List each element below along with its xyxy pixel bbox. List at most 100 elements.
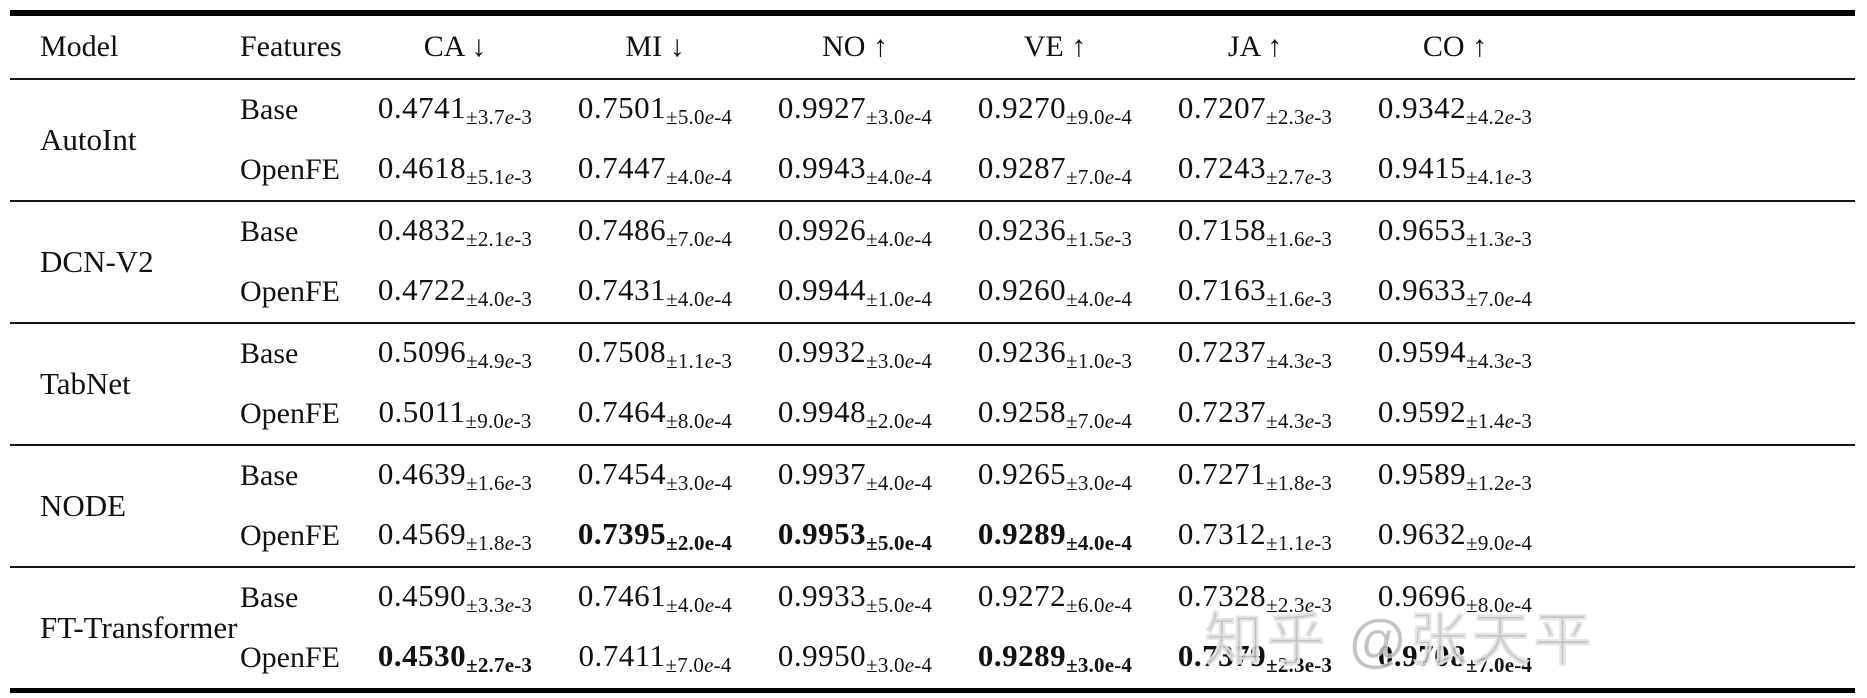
metric-value: 0.9943±4.0e-4	[777, 150, 933, 189]
metric-value: 0.7447±4.0e-4	[577, 150, 733, 189]
metric-value: 0.9258±7.0e-4	[977, 394, 1133, 433]
column-header-ja: JA ↑	[1155, 13, 1355, 80]
column-header-co: CO ↑	[1355, 13, 1555, 80]
metric-value: 0.4832±2.1e-3	[355, 200, 555, 262]
metric-value: 0.7328±2.3e-3	[1155, 566, 1355, 628]
table-row: OpenFE 0.4569±1.8e-3 0.7395±2.0e-4 0.9953±5…	[10, 506, 1855, 567]
paper-results-page: Model Features CA ↓ MI ↓ NO ↑ VE ↑ JA ↑ CO ↑ Au…	[0, 10, 1867, 698]
table-row: OpenFE 0.4530±2.7e-3 0.7411±7.0e-4 0.9950±3…	[10, 628, 1855, 691]
metric-value: 0.7431±4.0e-4	[577, 272, 733, 311]
metric-value: 0.9926±4.0e-4	[755, 200, 955, 262]
metric-value: 0.9953±5.0e-4	[777, 516, 933, 555]
metric-value: 0.9594±4.3e-3	[1355, 322, 1555, 384]
metric-value: 0.9932±3.0e-4	[755, 322, 955, 384]
column-header-mi: MI ↓	[555, 13, 755, 80]
metric-value: 0.9287±7.0e-4	[977, 150, 1133, 189]
metric-value: 0.7486±7.0e-4	[555, 200, 755, 262]
header-row: Model Features CA ↓ MI ↓ NO ↑ VE ↑ JA ↑ CO ↑	[10, 13, 1855, 80]
column-header-ve: VE ↑	[955, 13, 1155, 80]
metric-value: 0.7461±4.0e-4	[555, 566, 755, 628]
metric-value: 0.9633±7.0e-4	[1377, 272, 1533, 311]
row-spacer	[1555, 384, 1855, 445]
table-row: DCN-V2 Base 0.4832±2.1e-3 0.7486±7.0e-4 0.99…	[10, 200, 1855, 323]
metric-value: 0.9589±1.2e-3	[1355, 444, 1555, 506]
metric-value: 0.9948±2.0e-4	[777, 394, 933, 433]
metric-value: 0.7312±1.1e-3	[1177, 516, 1333, 555]
features-label: Base	[240, 93, 299, 126]
metric-value: 0.9937±4.0e-4	[755, 444, 955, 506]
metric-value: 0.9265±3.0e-4	[955, 444, 1155, 506]
metric-value: 0.9632±9.0e-4	[1377, 516, 1533, 555]
metric-value: 0.9933±5.0e-4	[755, 566, 955, 628]
header-spacer	[1555, 13, 1855, 80]
metric-value: 0.7464±8.0e-4	[577, 394, 733, 433]
metric-value: 0.9289±4.0e-4	[977, 516, 1133, 555]
model-name: AutoInt	[40, 122, 137, 157]
metric-value: 0.5096±4.9e-3	[355, 322, 555, 384]
metric-value: 0.9289±3.0e-4	[977, 638, 1133, 677]
column-header-model: Model	[10, 13, 222, 80]
metric-value: 0.9950±3.0e-4	[777, 638, 933, 677]
model-name: DCN-V2	[10, 200, 222, 323]
metric-value: 0.4741±3.7e-3	[377, 90, 533, 129]
metric-value: 0.7271±1.8e-3	[1155, 444, 1355, 506]
metric-value: 0.9272±6.0e-4	[955, 566, 1155, 628]
row-spacer	[1555, 140, 1855, 201]
metric-value: 0.7395±2.0e-4	[577, 516, 733, 555]
metric-value: 0.9944±1.0e-4	[777, 272, 933, 311]
metric-value: 0.4590±3.3e-3	[355, 566, 555, 628]
metric-value: 0.9236±1.0e-3	[955, 322, 1155, 384]
row-spacer	[1555, 200, 1855, 262]
metric-value: 0.4530±2.7e-3	[377, 638, 533, 677]
features-label: OpenFE	[240, 153, 340, 186]
row-spacer	[1555, 322, 1855, 384]
metric-value: 0.9260±4.0e-4	[977, 272, 1133, 311]
row-spacer	[1555, 506, 1855, 567]
model-name: FT-Transformer	[10, 566, 238, 691]
table-row: NODE Base 0.4639±1.6e-3 0.7454±3.0e-4 0.9937…	[10, 444, 1855, 567]
metric-value: 0.7501±5.0e-4	[577, 90, 733, 129]
features-label: OpenFE	[240, 519, 340, 552]
metric-value: 0.7508±1.1e-3	[555, 322, 755, 384]
metric-value: 0.7237±4.3e-3	[1155, 322, 1355, 384]
metric-value: 0.7454±3.0e-4	[555, 444, 755, 506]
metric-value: 0.7411±7.0e-4	[578, 638, 732, 677]
row-spacer	[1555, 444, 1855, 506]
features-label: OpenFE	[240, 641, 340, 674]
metric-value: 0.7163±1.6e-3	[1177, 272, 1333, 311]
row-spacer	[1555, 628, 1855, 691]
metric-value: 0.9708±7.0e-4	[1377, 638, 1533, 677]
table-row: OpenFE 0.5011±9.0e-3 0.7464±8.0e-4 0.9948±2…	[10, 384, 1855, 445]
column-header-ca: CA ↓	[355, 13, 555, 80]
features-label: OpenFE	[240, 397, 340, 430]
metric-value: 0.9927±3.0e-4	[777, 90, 933, 129]
table-row: OpenFE 0.4618±5.1e-3 0.7447±4.0e-4 0.9943±4…	[10, 140, 1855, 201]
row-spacer	[1555, 262, 1855, 323]
column-header-features: Features	[222, 13, 355, 80]
features-label: Base	[222, 322, 355, 384]
features-label: OpenFE	[240, 275, 340, 308]
table-row: FT-Transformer Base 0.4590±3.3e-3 0.7461±4.…	[10, 566, 1855, 691]
row-spacer	[1555, 566, 1855, 628]
model-name: TabNet	[10, 322, 222, 445]
metric-value: 0.9653±1.3e-3	[1355, 200, 1555, 262]
metric-value: 0.7379±2.3e-3	[1177, 638, 1333, 677]
table-row: OpenFE 0.4722±4.0e-3 0.7431±4.0e-4 0.9944±1…	[10, 262, 1855, 323]
metric-value: 0.7243±2.7e-3	[1177, 150, 1333, 189]
row-spacer	[1555, 79, 1855, 140]
metric-value: 0.4639±1.6e-3	[355, 444, 555, 506]
column-header-no: NO ↑	[755, 13, 955, 80]
features-label: Base	[222, 444, 355, 506]
features-label: Base	[222, 566, 355, 628]
metric-value: 0.7237±4.3e-3	[1177, 394, 1333, 433]
metric-value: 0.7207±2.3e-3	[1177, 90, 1333, 129]
model-name: NODE	[10, 444, 222, 567]
table-row: TabNet Base 0.5096±4.9e-3 0.7508±1.1e-3 0.99…	[10, 322, 1855, 445]
metric-value: 0.9592±1.4e-3	[1377, 394, 1533, 433]
metric-value: 0.9236±1.5e-3	[955, 200, 1155, 262]
metric-value: 0.9342±4.2e-3	[1377, 90, 1533, 129]
metric-value: 0.9415±4.1e-3	[1377, 150, 1533, 189]
metric-value: 0.4618±5.1e-3	[377, 150, 533, 189]
metric-value: 0.7158±1.6e-3	[1155, 200, 1355, 262]
metric-value: 0.9696±8.0e-4	[1355, 566, 1555, 628]
